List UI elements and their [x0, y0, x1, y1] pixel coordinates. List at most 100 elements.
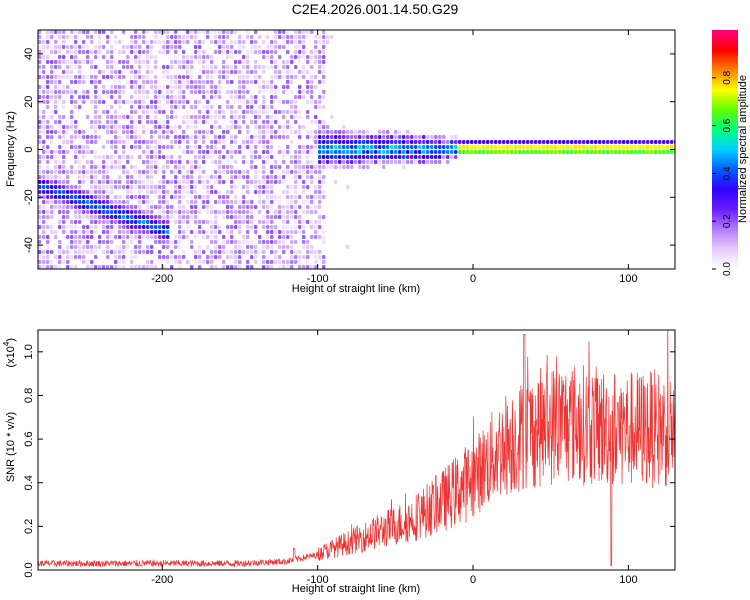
- spectrogram-cell: [198, 265, 202, 269]
- spectrogram-cell: [182, 95, 186, 99]
- spectrogram-cell: [406, 150, 410, 154]
- spectrogram-cell: [394, 140, 398, 144]
- spectrogram-cell: [262, 65, 266, 69]
- spectrogram-cell: [190, 160, 194, 164]
- spectrogram-cell: [198, 175, 202, 179]
- spectrogram-cell: [562, 140, 566, 144]
- spectrogram-cell: [138, 75, 142, 79]
- spectrogram-cell: [174, 115, 178, 119]
- spectrogram-cell: [218, 190, 222, 194]
- spectrogram-cell: [222, 30, 226, 34]
- spectrogram-cell: [174, 135, 178, 139]
- spectrogram-cell: [122, 165, 126, 169]
- x-tick-label: -200: [151, 574, 173, 586]
- spectrogram-cell: [74, 255, 78, 259]
- spectrogram-cell: [170, 265, 174, 269]
- spectrogram-cell: [194, 190, 198, 194]
- spectrogram-cell: [54, 160, 58, 164]
- spectrogram-cell: [194, 210, 198, 214]
- spectrogram-cell: [162, 75, 166, 79]
- spectrogram-cell: [178, 45, 182, 49]
- spectrogram-cell: [74, 75, 78, 79]
- spectrogram-cell: [250, 265, 254, 269]
- spectrogram-cell: [126, 180, 130, 184]
- spectrogram-cell: [326, 125, 330, 129]
- spectrogram-cell: [78, 200, 82, 204]
- spectrogram-cell: [438, 160, 442, 164]
- spectrogram-cell: [362, 145, 366, 149]
- spectrogram-cell: [246, 240, 250, 244]
- spectrogram-cell: [142, 95, 146, 99]
- spectrogram-cell: [90, 205, 94, 209]
- spectrogram-cell: [394, 130, 398, 134]
- spectrogram-cell: [270, 265, 274, 269]
- spectrogram-cell: [262, 160, 266, 164]
- spectrogram-cell: [146, 215, 150, 219]
- spectrogram-cell: [138, 115, 142, 119]
- spectrogram-cell: [234, 265, 238, 269]
- spectrogram-cell: [194, 205, 198, 209]
- spectrogram-cell: [258, 75, 262, 79]
- spectrogram-cell: [86, 170, 90, 174]
- spectrogram-cell: [114, 220, 118, 224]
- spectrogram-cell: [230, 190, 234, 194]
- spectrogram-cell: [214, 140, 218, 144]
- spectrogram-cell: [326, 160, 330, 164]
- spectrogram-cell: [210, 190, 214, 194]
- spectrogram-cell: [178, 230, 182, 234]
- spectrogram-cell: [202, 55, 206, 59]
- spectrogram-cell: [562, 145, 566, 149]
- spectrogram-cell: [98, 240, 102, 244]
- spectrogram-cell: [42, 125, 46, 129]
- snr-y-ticks: 0.00.20.40.60.81.0: [23, 344, 675, 578]
- spectrogram-cell: [138, 70, 142, 74]
- spectrogram-cell: [118, 95, 122, 99]
- spectrogram-cell: [94, 175, 98, 179]
- spectrogram-cell: [170, 65, 174, 69]
- spectrogram-cell: [154, 240, 158, 244]
- spectrogram-cell: [46, 100, 50, 104]
- spectrogram-cell: [542, 145, 546, 149]
- spectrogram-cell: [350, 135, 354, 139]
- spectrogram-cell: [122, 205, 126, 209]
- spectrogram-cell: [74, 225, 78, 229]
- spectrogram-cell: [358, 140, 362, 144]
- spectrogram-cell: [114, 160, 118, 164]
- spectrogram-cell: [150, 40, 154, 44]
- spectrogram-cell: [94, 220, 98, 224]
- spectrogram-cell: [314, 40, 318, 44]
- spectrogram-cell: [462, 140, 466, 144]
- spectrogram-cell: [198, 85, 202, 89]
- spectrogram-cell: [210, 40, 214, 44]
- spectrogram-cell: [186, 70, 190, 74]
- spectrogram-cell: [186, 160, 190, 164]
- spectrogram-cell: [102, 45, 106, 49]
- spectrogram-cell: [310, 55, 314, 59]
- spectrogram-cell: [222, 240, 226, 244]
- spectrogram-cell: [154, 185, 158, 189]
- spectrogram-cell: [294, 200, 298, 204]
- spectrogram-cell: [286, 35, 290, 39]
- spectrogram-cell: [50, 45, 54, 49]
- spectrogram-cell: [310, 85, 314, 89]
- spectrogram-cell: [130, 230, 134, 234]
- spectrogram-cell: [202, 235, 206, 239]
- spectrogram-cell: [82, 180, 86, 184]
- spectrogram-cell: [194, 230, 198, 234]
- spectrogram-cell: [310, 195, 314, 199]
- spectrogram-cell: [62, 130, 66, 134]
- spectrogram-cell: [166, 225, 170, 229]
- spectrogram-cell: [118, 185, 122, 189]
- spectrogram-cell: [38, 170, 42, 174]
- spectrogram-cell: [94, 65, 98, 69]
- spectrogram-cell: [66, 125, 70, 129]
- spectrogram-cell: [470, 140, 474, 144]
- spectrogram-cell: [298, 225, 302, 229]
- spectrogram-cell: [122, 45, 126, 49]
- spectrogram-cell: [194, 130, 198, 134]
- spectrogram-cell: [90, 230, 94, 234]
- spectrogram-cell: [78, 185, 82, 189]
- spectrogram-cell: [366, 150, 370, 154]
- spectrogram-cell: [214, 65, 218, 69]
- spectrogram-cell: [114, 100, 118, 104]
